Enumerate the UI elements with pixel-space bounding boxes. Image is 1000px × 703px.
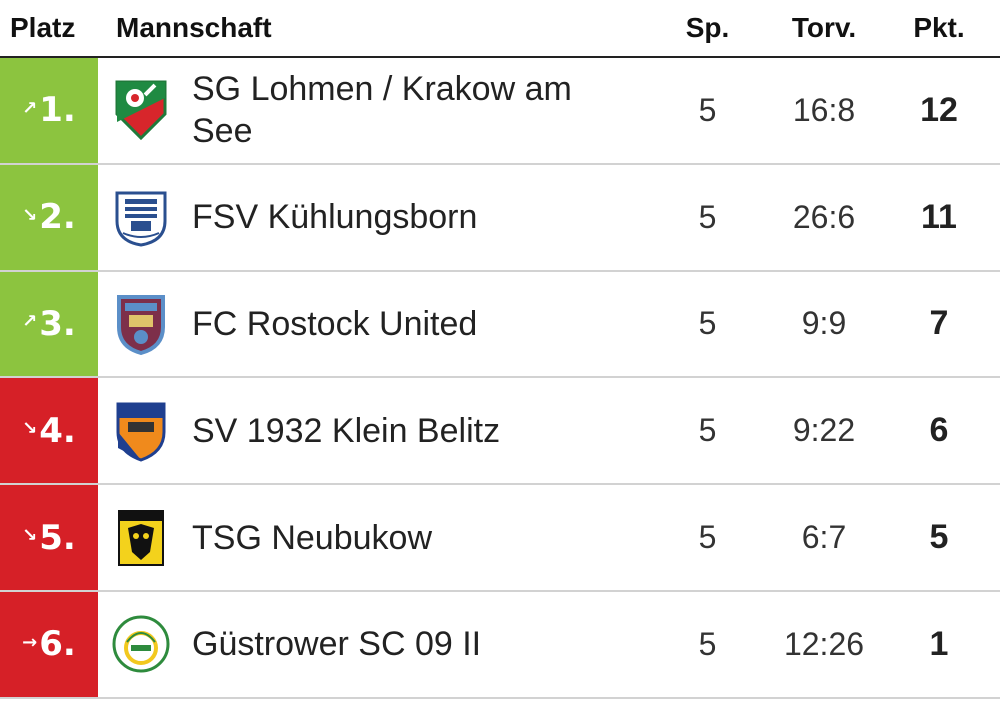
points: 7: [929, 304, 949, 343]
team-logo-lohmen-icon: [106, 58, 176, 163]
points: 11: [921, 197, 957, 236]
team-name: FSV Kühlungsborn: [192, 198, 478, 237]
table-row[interactable]: ↘ 4. SV 1932 Klein Belitz 5 9:22 6: [0, 378, 1000, 486]
rank-number: 3.: [39, 303, 76, 344]
table-header: Platz Mannschaft Sp. Torv. Pkt.: [0, 0, 1000, 58]
rank-cell: ↘ 2.: [0, 164, 98, 270]
arrow-down-right-icon: ↘: [22, 418, 38, 440]
team-logo-neubukow-icon: [106, 485, 176, 590]
table-row[interactable]: ↘ 2. FSV Kühlungsborn 5 26:6 11: [0, 164, 1000, 272]
team-name: SG Lohmen / Krakow am See: [192, 70, 572, 151]
table-row[interactable]: ↘ 5. TSG Neubukow 5 6:7 5: [0, 485, 1000, 592]
games-played: 5: [698, 91, 717, 128]
header-platz: Platz: [10, 12, 76, 43]
games-played: 5: [698, 519, 717, 556]
arrow-up-right-icon: ↗: [22, 311, 38, 333]
points: 6: [929, 411, 949, 450]
team-logo-kuehlungsborn-icon: [106, 165, 176, 270]
team-name: SV 1932 Klein Belitz: [192, 411, 501, 450]
rank-cell: → 6.: [0, 591, 98, 697]
points: 5: [929, 518, 949, 557]
header-sp: Sp.: [685, 12, 730, 43]
team-name: Güstrower SC 09 II: [192, 625, 482, 664]
games-played: 5: [698, 412, 717, 449]
team-name: FC Rostock United: [192, 304, 478, 343]
header-torv: Torv.: [791, 12, 857, 43]
games-played: 5: [698, 625, 717, 662]
team-logo-guestrower-sc-icon: [106, 592, 176, 697]
rank-cell: ↘ 4.: [0, 378, 98, 484]
rank-number: 1.: [39, 90, 76, 131]
rank-cell: ↗ 3.: [0, 271, 98, 377]
arrow-right-icon: →: [22, 631, 38, 653]
rank-cell: ↗ 1.: [0, 58, 98, 163]
arrow-up-right-icon: ↗: [22, 97, 38, 119]
goal-ratio: 9:9: [801, 305, 847, 342]
table-row[interactable]: ↗ 1. SG Lohmen / Krakow am See 5 16:8 12: [0, 58, 1000, 165]
goal-ratio: 9:22: [792, 412, 856, 449]
rank-cell: ↘ 5.: [0, 485, 98, 590]
goal-ratio: 26:6: [792, 198, 856, 235]
team-logo-klein-belitz-icon: [106, 378, 176, 483]
table-row[interactable]: ↗ 3. FC Rostock United 5 9:9 7: [0, 271, 1000, 379]
points: 12: [920, 90, 958, 129]
header-pkt: Pkt.: [913, 12, 965, 43]
arrow-down-right-icon: ↘: [22, 204, 38, 226]
rank-number: 5.: [39, 517, 76, 558]
header-mannschaft: Mannschaft: [116, 12, 272, 43]
games-played: 5: [698, 198, 717, 235]
points: 1: [929, 624, 949, 663]
goal-ratio: 6:7: [801, 519, 847, 556]
games-played: 5: [698, 305, 717, 342]
rank-number: 2.: [39, 197, 76, 238]
team-logo-rostock-united-icon: [106, 272, 176, 377]
goal-ratio: 16:8: [792, 91, 856, 128]
team-name: TSG Neubukow: [192, 518, 432, 557]
table-row[interactable]: → 6. Güstrower SC 09 II 5 12:26 1: [0, 591, 1000, 699]
rank-number: 6.: [39, 624, 76, 665]
arrow-down-right-icon: ↘: [22, 525, 38, 547]
goal-ratio: 12:26: [783, 625, 865, 662]
rank-number: 4.: [39, 410, 76, 451]
